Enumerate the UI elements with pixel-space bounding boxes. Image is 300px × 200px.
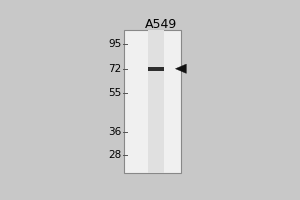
Bar: [148, 67, 164, 71]
Text: 28: 28: [108, 150, 121, 160]
Text: 36: 36: [108, 127, 121, 137]
Text: 95: 95: [108, 39, 121, 49]
Bar: [124, 30, 181, 173]
Text: 55: 55: [108, 88, 121, 98]
Text: A549: A549: [146, 18, 178, 31]
Polygon shape: [176, 64, 186, 73]
Text: 72: 72: [108, 64, 121, 74]
Bar: [148, 30, 164, 173]
